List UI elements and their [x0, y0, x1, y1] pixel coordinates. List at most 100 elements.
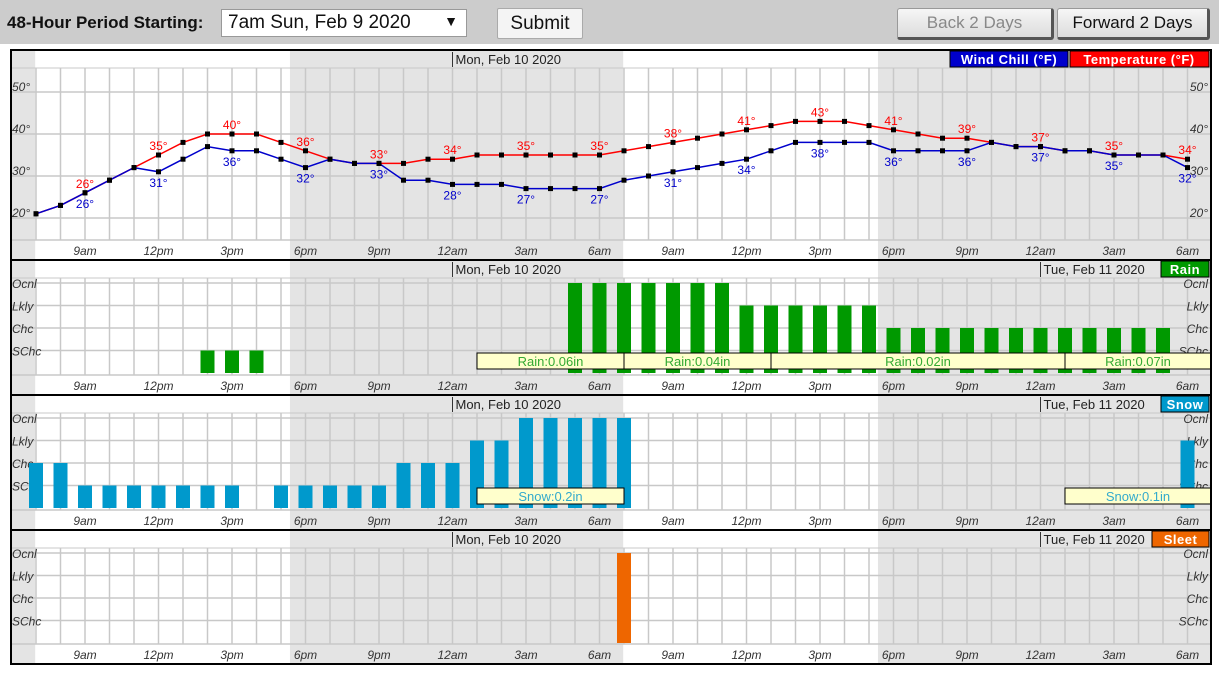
- precip-bar-snow: [592, 418, 607, 508]
- precip-bar-snow: [78, 485, 92, 508]
- x-tick-label: 9am: [73, 244, 96, 258]
- data-point: [401, 160, 406, 166]
- x-tick-label: 9pm: [367, 648, 390, 662]
- level-label-left: Chc: [12, 457, 33, 471]
- data-point: [891, 127, 896, 133]
- precip-bar-snow: [396, 463, 411, 508]
- data-point: [180, 139, 186, 145]
- x-tick-label: 6am: [1176, 244, 1199, 258]
- level-label-right: SChc: [1179, 615, 1208, 629]
- legend-temperature-label: Temperature (°F): [1083, 52, 1194, 67]
- data-point: [793, 139, 798, 145]
- level-label-left: Lkly: [12, 435, 34, 449]
- legend-wind-chill-label: Wind Chill (°F): [961, 52, 1057, 67]
- x-tick-label: 9am: [661, 514, 684, 528]
- level-label-right: Ocnl: [1183, 412, 1208, 426]
- level-label-left: Ocnl: [12, 412, 37, 426]
- data-point: [450, 181, 455, 187]
- precip-bar-snow: [347, 485, 362, 508]
- data-point: [499, 152, 504, 158]
- data-point: [915, 131, 921, 137]
- data-label-temperature: 35°: [517, 139, 535, 153]
- data-point: [229, 148, 235, 154]
- data-point: [621, 177, 627, 183]
- y-tick-label-left: 30°: [12, 164, 30, 178]
- y-tick-label-left: 20°: [11, 206, 30, 220]
- precip-bar-snow: [29, 463, 43, 508]
- precip-bar-snow: [421, 463, 435, 508]
- top-toolbar: 48-Hour Period Starting: 7am Sun, Feb 9 …: [0, 0, 1219, 44]
- data-point: [205, 144, 210, 150]
- data-point: [1136, 152, 1141, 158]
- x-tick-label: 3am: [514, 244, 537, 258]
- data-point: [670, 139, 676, 145]
- x-tick-label: 6pm: [882, 514, 905, 528]
- y-tick-label-right: 50°: [1190, 80, 1208, 94]
- data-point: [523, 186, 529, 192]
- level-label-left: Chc: [12, 592, 33, 606]
- data-point: [401, 177, 406, 183]
- x-tick-label: 6pm: [294, 514, 317, 528]
- data-label-wind_chill: 36°: [884, 155, 902, 169]
- x-tick-label: 3am: [1102, 514, 1125, 528]
- amount-label: Snow:0.2in: [518, 489, 582, 504]
- level-label-right: Lkly: [1187, 570, 1209, 584]
- x-tick-label: 9pm: [367, 514, 390, 528]
- precip-bar-rain: [617, 283, 631, 373]
- x-tick-label: 6pm: [294, 244, 317, 258]
- amount-label: Rain:0.07in: [1105, 354, 1171, 369]
- amount-label: Rain:0.04in: [665, 354, 731, 369]
- x-tick-label: 12pm: [731, 244, 761, 258]
- data-point: [597, 152, 602, 158]
- x-tick-label: 12am: [437, 648, 467, 662]
- data-label-temperature: 35°: [590, 139, 608, 153]
- precip-bar-snow: [176, 485, 190, 508]
- data-label-wind_chill: 37°: [1031, 151, 1049, 165]
- data-label-temperature: 36°: [296, 135, 314, 149]
- series-line-wind_chill: [35, 141, 1188, 215]
- data-point: [156, 169, 161, 175]
- data-label-temperature: 26°: [76, 177, 94, 191]
- x-tick-label: 6am: [588, 648, 611, 662]
- x-tick-label: 9pm: [955, 244, 978, 258]
- period-start-select[interactable]: 7am Sun, Feb 9 2020 ▼: [221, 9, 467, 37]
- panel-sleet: 9am 12pm 3pm 6pm 9pm 12am 3am 6am 9am 12pm 3pm 6pm 9…: [11, 530, 1211, 664]
- forward-2-days-button[interactable]: Forward 2 Days: [1057, 8, 1210, 40]
- y-tick-label-right: 20°: [1189, 206, 1208, 220]
- submit-button[interactable]: Submit: [497, 8, 583, 39]
- data-point: [940, 135, 945, 141]
- precip-bar-snow: [53, 463, 68, 508]
- data-label-temperature: 40°: [223, 118, 241, 132]
- back-2-days-button[interactable]: Back 2 Days: [897, 8, 1054, 40]
- x-tick-label: 6am: [588, 379, 611, 393]
- precip-bar-snow: [323, 485, 337, 508]
- data-point: [695, 135, 700, 141]
- x-tick-label: 6am: [1176, 514, 1199, 528]
- data-point: [744, 127, 749, 133]
- x-tick-label: 12am: [1025, 648, 1055, 662]
- data-point: [474, 181, 480, 187]
- data-point: [572, 186, 578, 192]
- x-tick-label: 12pm: [143, 379, 173, 393]
- data-label-temperature: 34°: [1178, 143, 1196, 157]
- level-label-right: Chc: [1187, 592, 1208, 606]
- data-point: [1160, 152, 1166, 158]
- data-label-temperature: 34°: [443, 143, 461, 157]
- period-label: 48-Hour Period Starting:: [7, 13, 204, 32]
- data-point: [327, 156, 333, 162]
- x-tick-label: 3pm: [808, 379, 831, 393]
- x-tick-label: 12pm: [731, 379, 761, 393]
- data-point: [523, 152, 529, 158]
- data-point: [793, 118, 798, 124]
- x-tick-label: 3pm: [808, 514, 831, 528]
- x-tick-label: 3pm: [220, 648, 243, 662]
- data-label-wind_chill: 27°: [517, 193, 535, 207]
- data-label-wind_chill: 33°: [370, 167, 388, 181]
- precip-bar-rain: [690, 283, 705, 373]
- x-tick-label: 6am: [1176, 648, 1199, 662]
- precip-bar-snow: [225, 485, 239, 508]
- level-label-left: Lkly: [12, 300, 34, 314]
- x-tick-label: 6am: [588, 514, 611, 528]
- data-point: [1062, 148, 1068, 154]
